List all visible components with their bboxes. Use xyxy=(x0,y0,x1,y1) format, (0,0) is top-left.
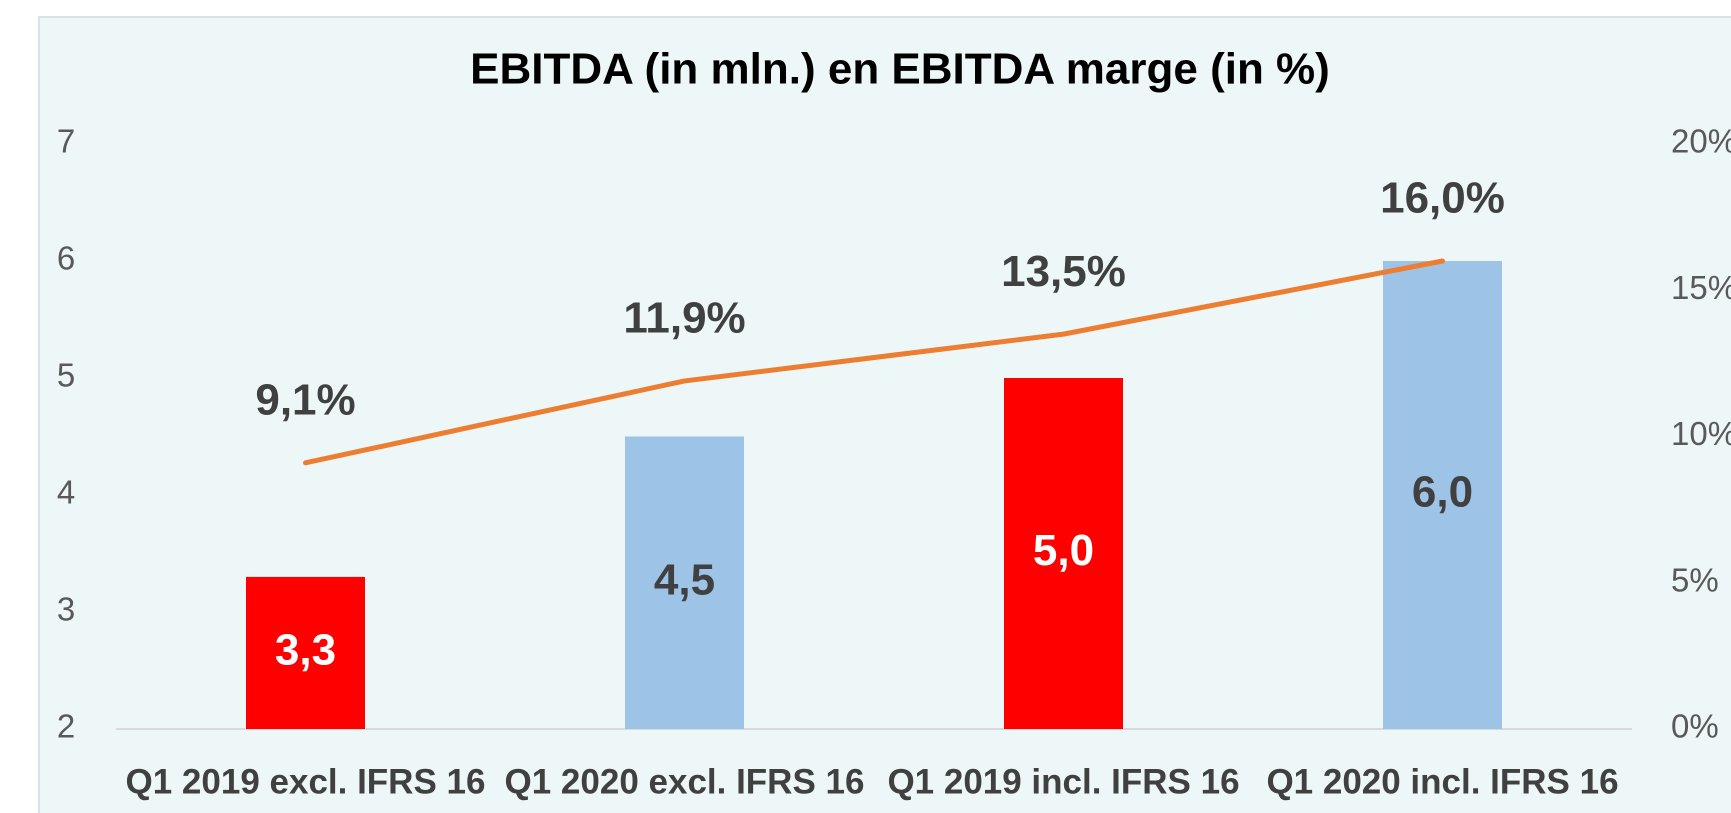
y-tick-label: 7 xyxy=(57,123,75,160)
bar xyxy=(246,576,365,729)
x-tick-label: Q1 2019 incl. IFRS 16 xyxy=(887,762,1239,801)
y2-tick-label: 15% xyxy=(1671,269,1731,306)
y2-tick-label: 5% xyxy=(1671,561,1719,598)
line-value-label: 9,1% xyxy=(255,375,355,424)
bar-value-label: 5,0 xyxy=(1033,526,1094,575)
line xyxy=(303,258,1445,466)
line-value-label: 16,0% xyxy=(1380,174,1505,223)
y-tick-label: 2 xyxy=(57,708,75,745)
y2-tick-label: 20% xyxy=(1671,123,1731,160)
y2-tick-label: 0% xyxy=(1671,708,1719,745)
y-tick-label: 3 xyxy=(57,591,75,628)
y-tick-label: 4 xyxy=(57,474,75,511)
bar-value-label: 4,5 xyxy=(654,555,715,604)
bar-value-label: 6,0 xyxy=(1412,468,1473,517)
y2-tick-label: 10% xyxy=(1671,415,1731,452)
line-value-label: 13,5% xyxy=(1001,247,1126,296)
y-tick-label: 5 xyxy=(57,357,75,394)
x-tick-label: Q1 2019 excl. IFRS 16 xyxy=(126,762,486,801)
bar-value-label: 3,3 xyxy=(275,626,336,675)
y-tick-label: 6 xyxy=(57,240,75,277)
bar xyxy=(1004,378,1123,729)
line-value-label: 11,9% xyxy=(623,294,745,343)
bar xyxy=(625,436,744,729)
chart-title: EBITDA (in mln.) en EBITDA marge (in %) xyxy=(470,45,1330,94)
x-tick-label: Q1 2020 excl. IFRS 16 xyxy=(505,762,865,801)
bar xyxy=(1383,261,1502,729)
x-tick-label: Q1 2020 incl. IFRS 16 xyxy=(1266,762,1618,801)
